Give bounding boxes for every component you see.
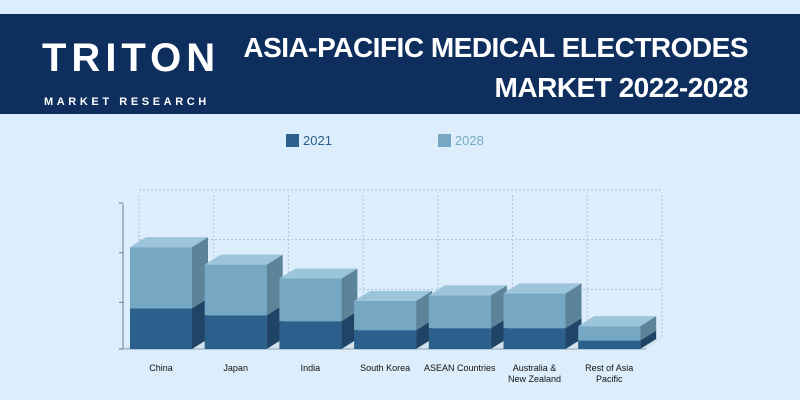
bar-2021-front xyxy=(578,340,641,349)
x-tick-label: India xyxy=(301,363,321,373)
bar-2021-front xyxy=(354,330,417,349)
bar-2028-side xyxy=(266,254,283,316)
legend-swatch-2021 xyxy=(286,133,299,147)
bar-2021-side xyxy=(640,330,657,349)
bar-2028-side xyxy=(490,285,507,329)
bar-2021-front xyxy=(279,321,342,349)
bar-2028-front xyxy=(130,247,192,309)
x-tick-label: Japan xyxy=(223,363,248,373)
bar-2021-side xyxy=(341,311,358,349)
bar-2028-front xyxy=(428,295,491,329)
x-tick-label: Pacific xyxy=(596,374,623,384)
bar-2021-side xyxy=(565,318,582,349)
bar-2028-top xyxy=(204,254,283,265)
bar-2028-top xyxy=(578,316,657,327)
bar-2028-top xyxy=(279,268,358,279)
legend-label-2021: 2021 xyxy=(303,132,332,148)
bar-2028-side xyxy=(341,268,358,322)
bar-2028-top xyxy=(503,283,582,294)
x-tick-label: ASEAN Countries xyxy=(424,363,496,373)
logo-tagline: MARKET RESEARCH xyxy=(44,96,210,108)
header-banner: TRITON MARKET RESEARCH ASIA-PACIFIC MEDI… xyxy=(0,14,800,114)
bar-2028-front xyxy=(279,278,342,322)
bar-2028-top xyxy=(428,285,507,296)
bar-2028-side xyxy=(192,237,208,309)
bar-2028-top xyxy=(354,290,433,301)
x-tick-label: Rest of Asia xyxy=(585,363,633,373)
legend-swatch-2028 xyxy=(437,133,451,147)
bar-2028-front xyxy=(578,326,641,341)
bar-2021-side xyxy=(192,298,208,349)
bar-2021-front xyxy=(130,308,192,349)
bar-2028-front xyxy=(503,293,566,329)
x-tick-label: South Korea xyxy=(360,363,410,373)
bar-2028-front xyxy=(204,264,267,316)
chart-title: ASIA-PACIFIC MEDICAL ELECTRODES MARKET 2… xyxy=(243,28,748,108)
triton-logo: TRITON MARKET RESEARCH xyxy=(42,34,242,114)
bar-2021-front xyxy=(204,315,267,349)
chart-legend: 2021 2028 xyxy=(286,131,484,149)
bar-2028-front xyxy=(354,300,417,331)
x-tick-label: China xyxy=(149,363,173,373)
logo-wordmark: TRITON xyxy=(42,36,221,80)
bar-2021-front xyxy=(503,328,566,349)
legend-item-2021: 2021 xyxy=(286,133,332,148)
bar-2021-side xyxy=(266,305,283,349)
x-tick-label: New Zealand xyxy=(508,374,561,384)
bar-2021-side xyxy=(416,320,433,349)
bar-2028-side xyxy=(416,290,433,331)
title-line-1: ASIA-PACIFIC MEDICAL ELECTRODES xyxy=(243,32,748,63)
bar-2021-side xyxy=(490,318,507,349)
legend-item-2028: 2028 xyxy=(437,132,484,148)
bar-2028-top xyxy=(130,237,208,248)
bar-2028-side xyxy=(565,283,582,329)
bar-2028-side xyxy=(640,316,657,341)
bar-2021-front xyxy=(428,328,491,349)
legend-label-2028: 2028 xyxy=(454,132,484,148)
title-line-2: MARKET 2022-2028 xyxy=(494,72,749,103)
x-tick-label: Australia & xyxy=(513,363,557,373)
